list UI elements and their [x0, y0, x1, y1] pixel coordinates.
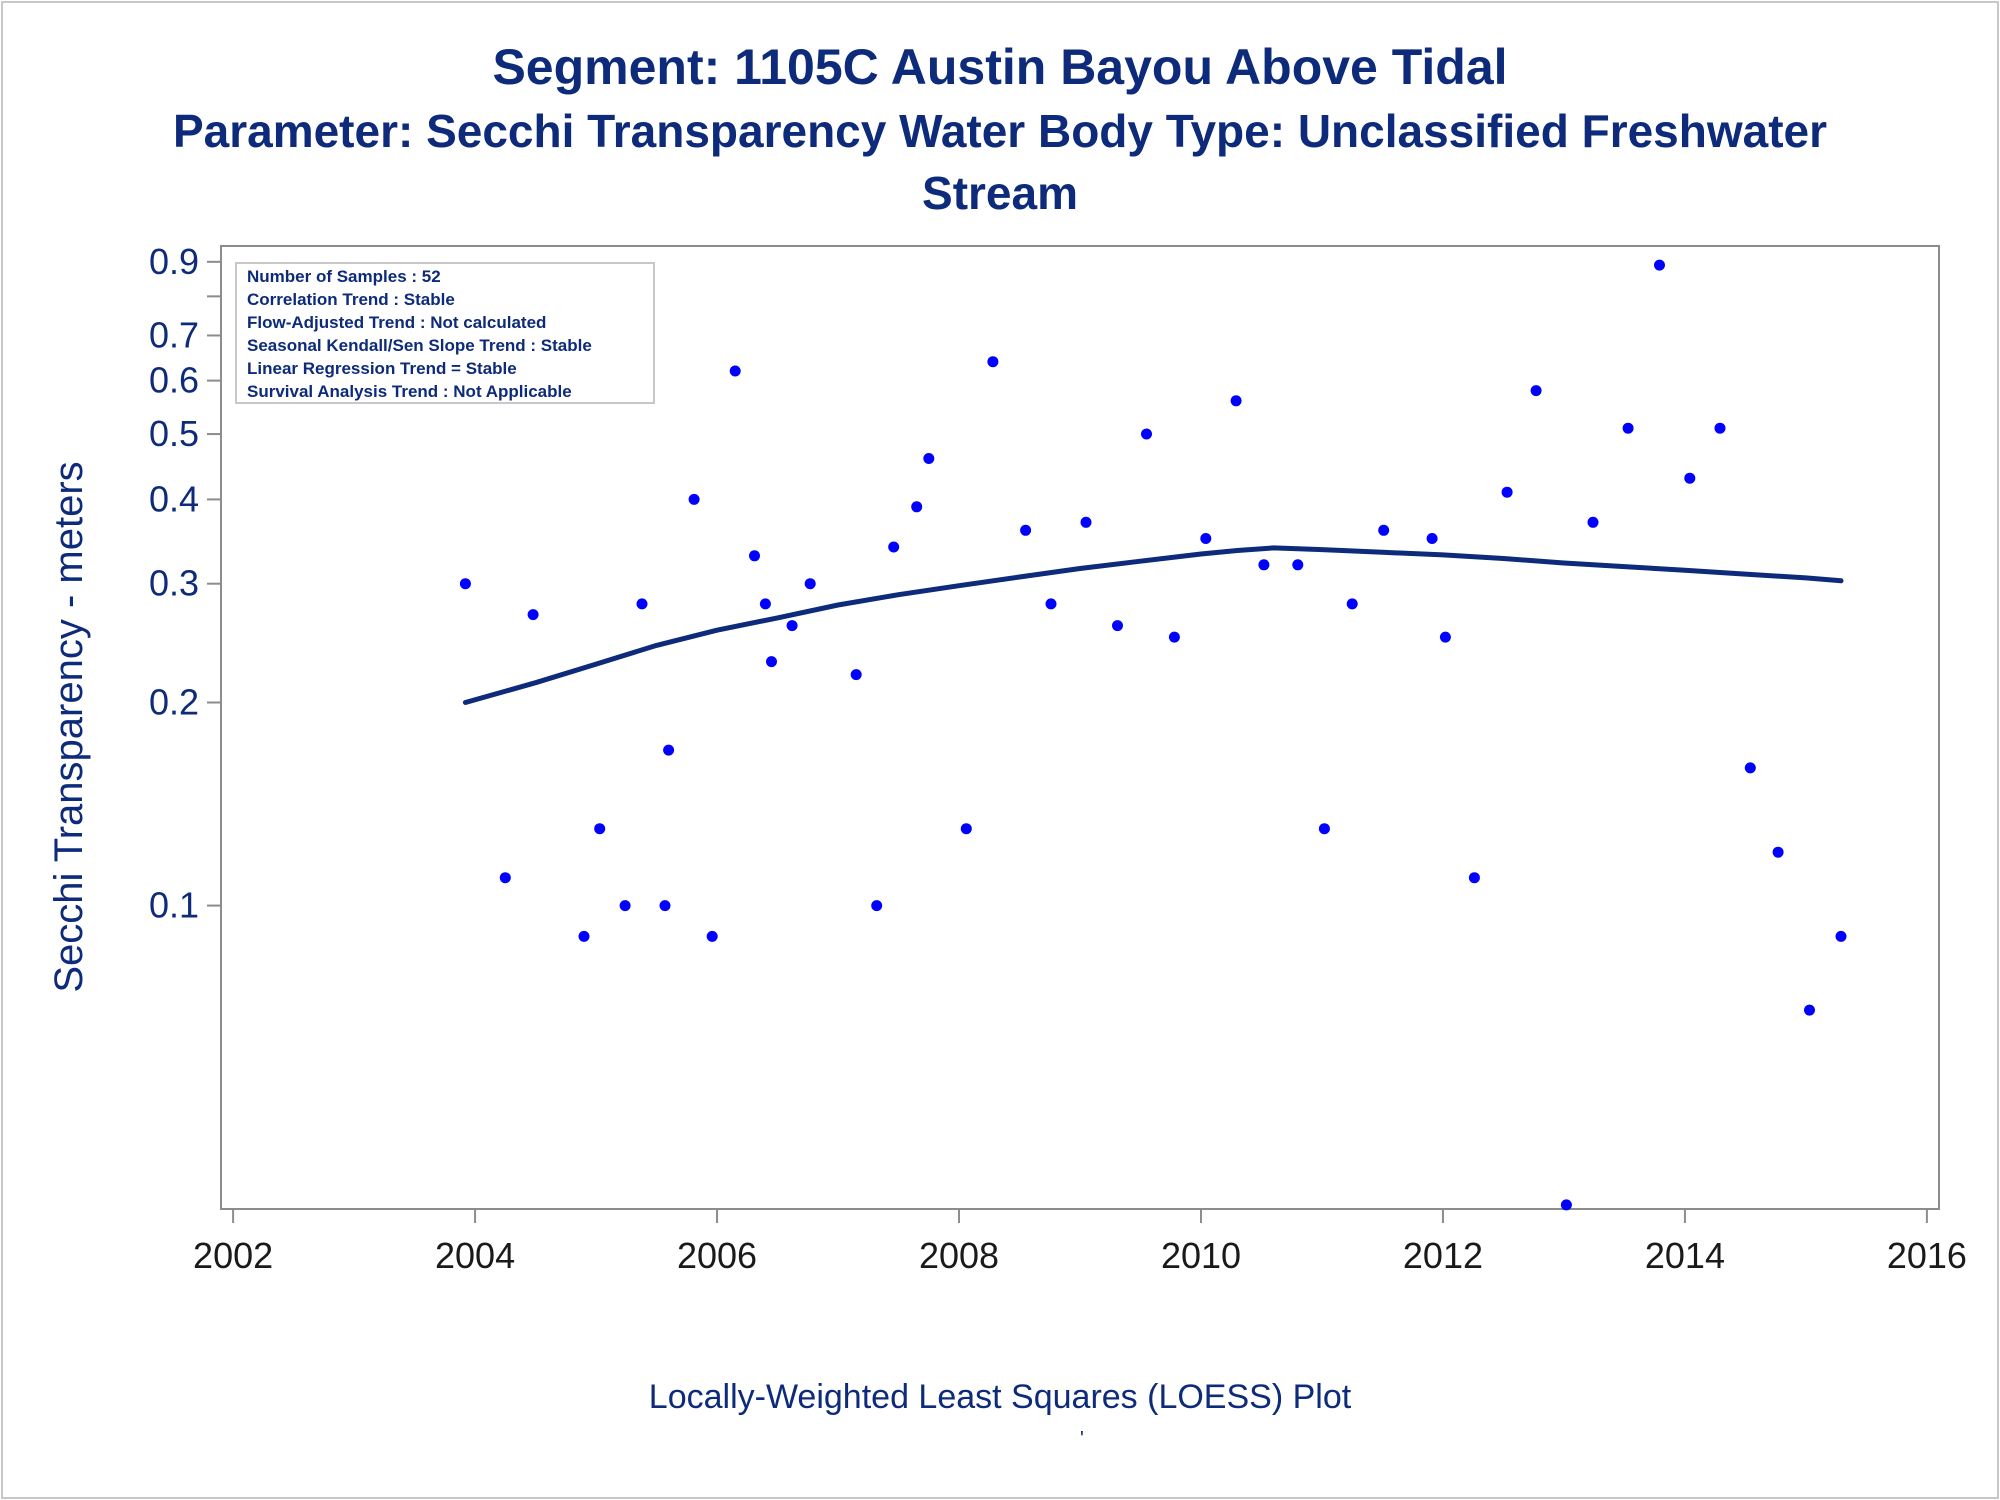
data-point: [499, 872, 511, 884]
data-point: [1378, 524, 1390, 536]
y-axis-label: Secchi Transparency - meters: [47, 461, 91, 992]
info-linear-regression-trend: Linear Regression Trend = Stable: [247, 359, 517, 378]
info-correlation-trend: Correlation Trend : Stable: [247, 290, 455, 309]
data-point: [1530, 385, 1542, 397]
data-point: [527, 609, 539, 621]
data-point: [459, 578, 471, 590]
data-point: [1020, 524, 1032, 536]
y-tick-label-3: 0.4: [149, 478, 199, 519]
data-point: [1080, 516, 1092, 528]
x-tick-label-2008: 2008: [919, 1235, 999, 1276]
data-point: [578, 930, 590, 942]
trend-info-box: Number of Samples : 52 Correlation Trend…: [235, 262, 655, 404]
data-point: [706, 930, 718, 942]
data-point: [1744, 762, 1756, 774]
footnote-mark: ': [1080, 1428, 1084, 1450]
data-point: [1439, 631, 1451, 643]
data-point: [1587, 516, 1599, 528]
data-point: [688, 493, 700, 505]
x-axis: 2002 2004 2006 2008 2010 2012 2014 2016: [193, 1209, 1967, 1276]
y-tick-label-2: 0.3: [149, 563, 199, 604]
data-point: [1230, 395, 1242, 407]
info-seasonal-kendall-trend: Seasonal Kendall/Sen Slope Trend : Stabl…: [247, 336, 592, 355]
data-point: [1501, 486, 1513, 498]
y-tick-label-5: 0.6: [149, 360, 199, 401]
loess-curve-layer: [462, 545, 1844, 705]
y-tick-label-7: 0.9: [149, 241, 199, 282]
info-survival-analysis-trend: Survival Analysis Trend : Not Applicable: [247, 382, 572, 401]
data-point: [987, 356, 999, 368]
data-point: [960, 823, 972, 835]
data-point: [1426, 533, 1438, 544]
data-point: [911, 501, 923, 513]
data-point: [1468, 872, 1480, 884]
data-point: [888, 541, 900, 553]
x-tick-label-2006: 2006: [677, 1235, 757, 1276]
data-point: [659, 900, 671, 912]
chart-title: Segment: 1105C Austin Bayou Above Tidal: [492, 39, 1508, 95]
data-point: [1168, 631, 1180, 643]
data-point: [1346, 598, 1358, 610]
x-tick-label-2004: 2004: [435, 1235, 515, 1276]
x-tick-label-2014: 2014: [1645, 1235, 1725, 1276]
loess-curve: [462, 545, 1844, 705]
data-point: [1141, 428, 1152, 440]
data-point: [759, 598, 771, 610]
y-tick-label-6: 0.7: [149, 314, 199, 355]
data-point: [1714, 422, 1726, 434]
data-point: [786, 620, 798, 632]
data-point: [663, 744, 675, 756]
chart-subtitle: Parameter: Secchi Transparency Water Bod…: [172, 105, 1828, 157]
info-samples: Number of Samples : 52: [247, 267, 441, 286]
footnote: Locally-Weighted Least Squares (LOESS) P…: [648, 1378, 1352, 1416]
data-point: [1622, 422, 1634, 434]
x-tick-label-2016: 2016: [1887, 1235, 1967, 1276]
data-point: [766, 656, 777, 668]
y-tick-label-1: 0.2: [149, 682, 199, 723]
data-point: [1835, 930, 1847, 942]
data-point: [1772, 846, 1784, 858]
plot-area-frame: [220, 245, 1940, 1210]
data-point: [619, 900, 631, 912]
data-points-layer: [459, 259, 1847, 1211]
data-point: [729, 365, 741, 377]
data-point: [1292, 559, 1304, 571]
data-point: [636, 598, 648, 610]
data-point: [1112, 620, 1123, 632]
data-point: [594, 823, 606, 835]
data-point: [804, 578, 816, 590]
x-tick-label-2012: 2012: [1403, 1235, 1483, 1276]
data-point: [1684, 472, 1696, 484]
data-point: [1258, 559, 1270, 571]
data-point: [1654, 259, 1665, 271]
data-point: [871, 900, 883, 912]
data-point: [1045, 598, 1057, 610]
x-tick-label-2010: 2010: [1161, 1235, 1241, 1276]
y-tick-label-4: 0.5: [149, 413, 199, 454]
data-point: [749, 550, 760, 562]
data-point: [1200, 533, 1212, 544]
data-point: [923, 453, 935, 464]
info-flow-adjusted-trend: Flow-Adjusted Trend : Not calculated: [247, 313, 546, 332]
x-tick-label-2002: 2002: [193, 1235, 273, 1276]
chart-subtitle-continued: Stream: [922, 167, 1078, 219]
y-tick-label-0: 0.1: [149, 885, 199, 926]
data-point: [850, 669, 862, 681]
data-point: [1560, 1199, 1572, 1211]
y-axis: 0.1 0.2 0.3 0.4 0.5 0.6 0.7 0.9: [149, 241, 221, 926]
data-point: [1318, 823, 1330, 835]
data-point: [1804, 1004, 1815, 1016]
